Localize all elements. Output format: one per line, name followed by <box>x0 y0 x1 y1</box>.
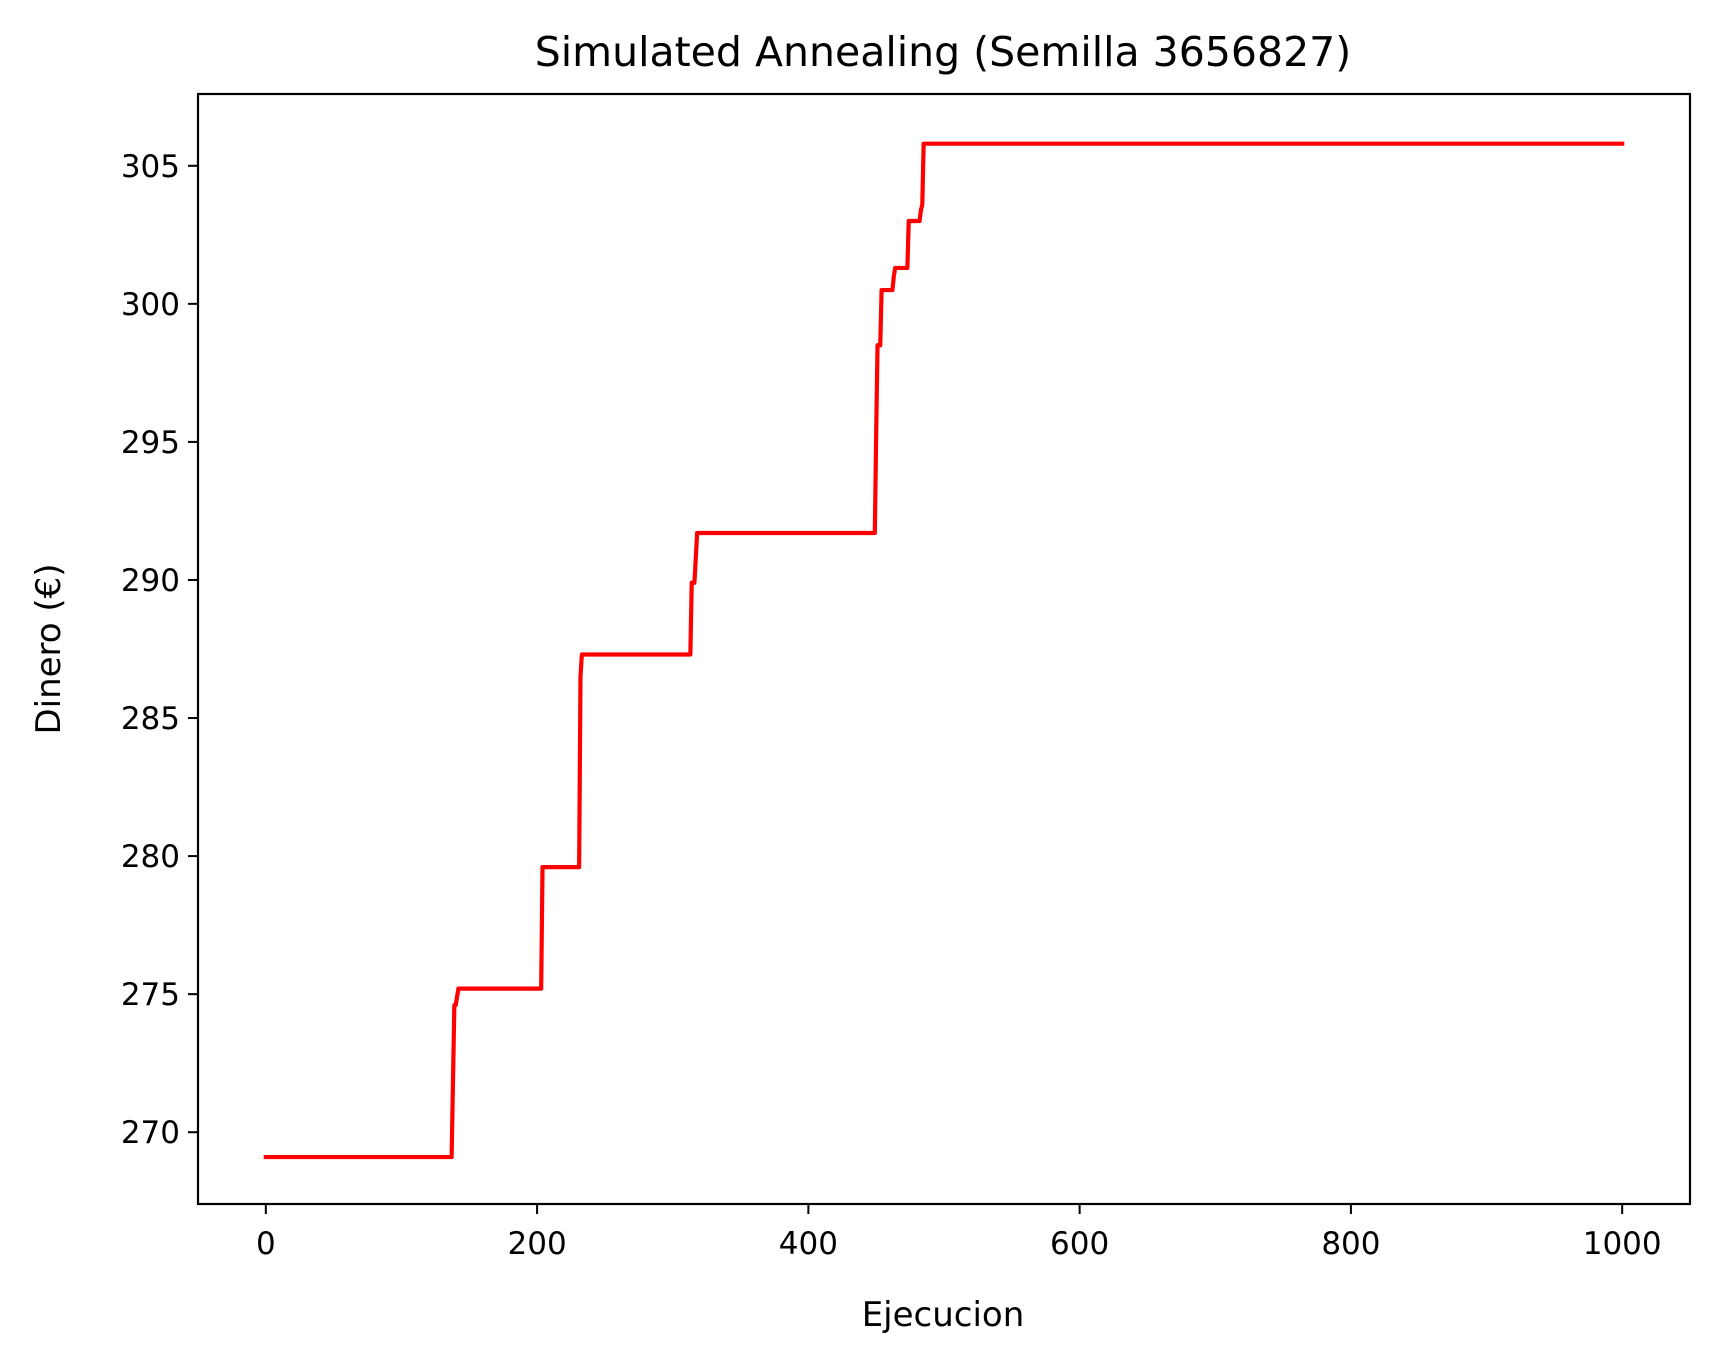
plot-area <box>196 92 1692 1206</box>
x-tick-label: 200 <box>508 1226 567 1262</box>
x-tick-label: 400 <box>779 1226 838 1262</box>
y-tick-label: 275 <box>121 977 180 1013</box>
x-tick-label: 600 <box>1050 1226 1109 1262</box>
series-layer <box>263 141 1625 1160</box>
y-axis: 270 275 280 285 290 295 300 305 <box>121 149 198 1151</box>
y-tick-label: 270 <box>121 1115 180 1151</box>
y-axis-label: Dinero (€) <box>29 563 69 734</box>
x-axis: 0 200 400 600 800 1000 <box>256 1204 1662 1262</box>
y-tick-label: 280 <box>121 839 180 875</box>
x-tick-label: 1000 <box>1583 1226 1662 1262</box>
plot-frame <box>196 92 1692 1206</box>
series-line-1 <box>263 141 1625 1160</box>
chart-title: Simulated Annealing (Semilla 3656827) <box>535 28 1352 76</box>
x-axis-label: Ejecucion <box>862 1295 1025 1335</box>
y-tick-label: 300 <box>121 287 180 323</box>
x-tick-label: 800 <box>1321 1226 1380 1262</box>
y-tick-label: 305 <box>121 149 180 185</box>
y-tick-label: 285 <box>121 701 180 737</box>
y-tick-label: 290 <box>121 563 180 599</box>
y-tick-label: 295 <box>121 425 180 461</box>
x-tick-label: 0 <box>256 1226 276 1262</box>
